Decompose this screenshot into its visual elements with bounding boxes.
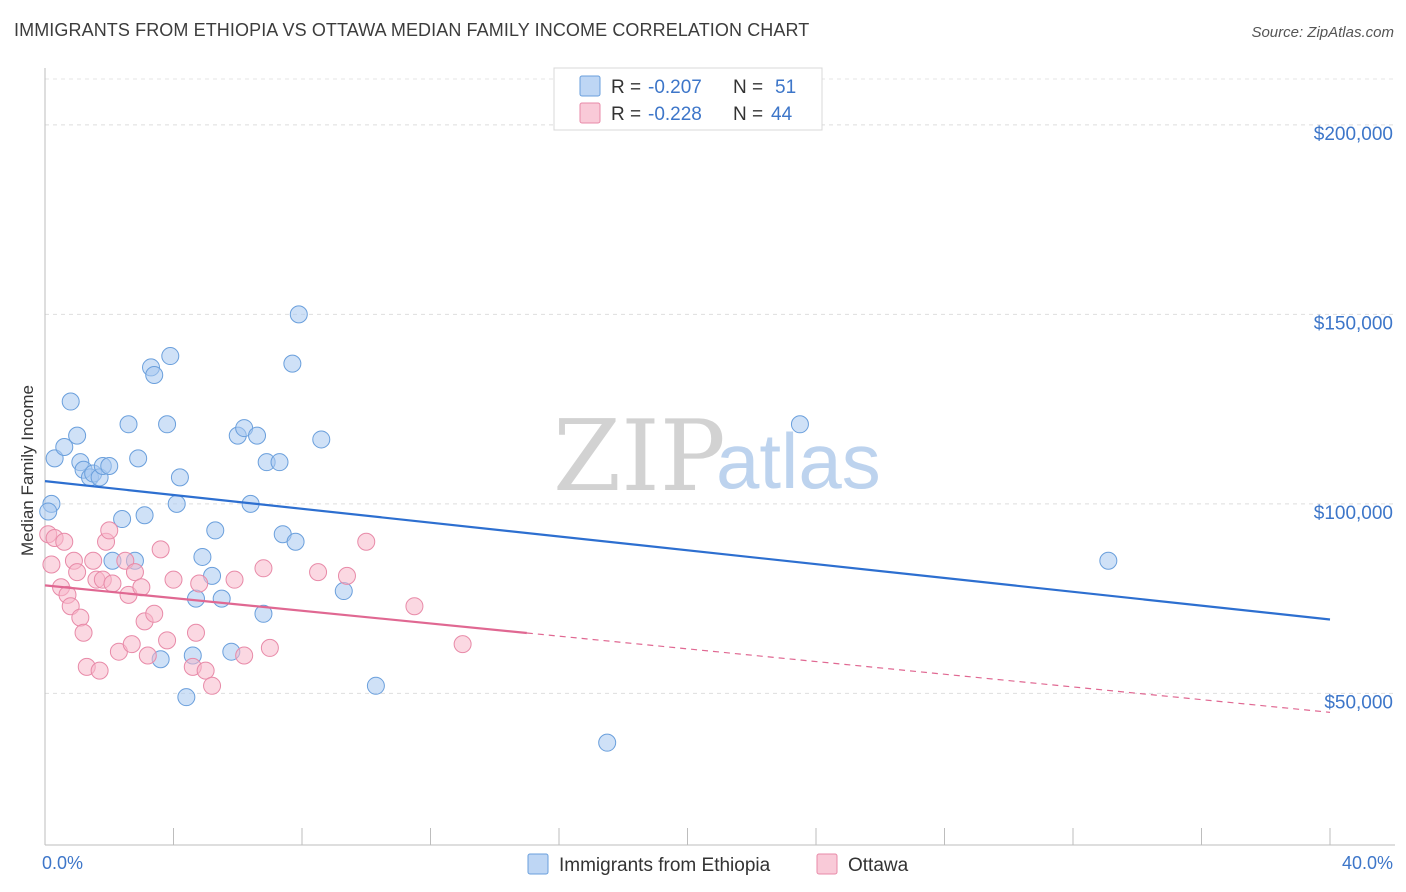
x-tick-labels: 0.0% 40.0% xyxy=(42,853,1393,873)
y-axis-label: Median Family Income xyxy=(18,385,37,556)
y-tick-labels: $50,000 $100,000 $150,000 $200,000 xyxy=(1314,124,1393,714)
point-ottawa-37 xyxy=(235,646,254,665)
legend-box: R = -0.207 N = 51 R = -0.228 N = 44 xyxy=(553,67,823,131)
trend-lines xyxy=(44,480,1331,713)
point-ottawa-33 xyxy=(190,574,209,593)
point-ottawa-30 xyxy=(164,570,183,589)
point-ottawa-4 xyxy=(55,532,74,551)
point-ethiopia-11 xyxy=(100,456,119,475)
point-ethiopia-36 xyxy=(248,426,267,445)
point-ottawa-22 xyxy=(122,635,141,654)
point-ethiopia-28 xyxy=(193,547,212,566)
legend-swatch-ethiopia xyxy=(579,75,601,97)
y-tick-label-2: $150,000 xyxy=(1314,313,1393,334)
trend-line-ethiopia xyxy=(44,480,1331,621)
point-ethiopia-43 xyxy=(289,305,308,324)
point-ottawa-17 xyxy=(100,521,119,540)
bottom-legend-label-ethiopia: Immigrants from Ethiopia xyxy=(559,855,771,876)
point-ethiopia-17 xyxy=(135,506,154,525)
point-ethiopia-30 xyxy=(206,521,225,540)
chart-title: IMMIGRANTS FROM ETHIOPIA VS OTTAWA MEDIA… xyxy=(14,20,810,40)
point-ethiopia-24 xyxy=(170,468,189,487)
axes xyxy=(44,68,1395,846)
source-label: Source: ZipAtlas.com xyxy=(1251,24,1394,41)
point-ottawa-10 xyxy=(74,623,93,642)
legend-r-value-ethiopia: -0.207 xyxy=(648,77,702,98)
point-ottawa-29 xyxy=(158,631,177,650)
y-tick-label-3: $200,000 xyxy=(1314,124,1393,145)
point-ottawa-12 xyxy=(84,551,103,570)
point-ethiopia-41 xyxy=(283,354,302,373)
point-ottawa-38 xyxy=(254,559,273,578)
point-ottawa-23 xyxy=(125,563,144,582)
point-ethiopia-47 xyxy=(598,733,617,752)
data-points xyxy=(39,305,1118,752)
point-ottawa-35 xyxy=(203,676,222,695)
point-ethiopia-19 xyxy=(145,366,164,385)
point-ethiopia-25 xyxy=(177,688,196,707)
trend-line-ottawa xyxy=(44,584,527,635)
point-ottawa-42 xyxy=(357,532,376,551)
point-ethiopia-22 xyxy=(161,347,180,366)
point-ethiopia-50 xyxy=(39,502,58,521)
point-ottawa-36 xyxy=(225,570,244,589)
bottom-legend-swatch-ethiopia xyxy=(527,853,549,875)
point-ottawa-41 xyxy=(337,566,356,585)
x-tick-label-0: 0.0% xyxy=(42,853,83,873)
watermark-zip: ZIP xyxy=(553,400,726,514)
point-ethiopia-14 xyxy=(119,415,138,434)
point-ethiopia-3 xyxy=(61,392,80,411)
point-ottawa-28 xyxy=(151,540,170,559)
point-ethiopia-4 xyxy=(68,426,87,445)
point-ottawa-14 xyxy=(90,661,109,680)
bottom-legend: Immigrants from Ethiopia Ottawa xyxy=(527,853,909,876)
point-ethiopia-45 xyxy=(334,582,353,601)
y-tick-label-0: $50,000 xyxy=(1324,692,1393,713)
legend-n-label-ottawa: N = xyxy=(733,104,763,125)
point-ottawa-32 xyxy=(186,623,205,642)
point-ethiopia-42 xyxy=(286,532,305,551)
point-ethiopia-39 xyxy=(270,453,289,472)
point-ottawa-27 xyxy=(145,604,164,623)
bottom-legend-swatch-ottawa xyxy=(816,853,838,875)
point-ethiopia-44 xyxy=(312,430,331,449)
point-ottawa-1 xyxy=(42,555,61,574)
point-ethiopia-37 xyxy=(254,604,273,623)
point-ottawa-8 xyxy=(68,563,87,582)
point-ethiopia-16 xyxy=(129,449,148,468)
point-ottawa-26 xyxy=(138,646,157,665)
x-tick-label-1: 40.0% xyxy=(1342,853,1393,873)
point-ethiopia-48 xyxy=(790,415,809,434)
legend-n-value-ethiopia: 51 xyxy=(775,77,796,98)
y-tick-label-1: $100,000 xyxy=(1314,503,1393,524)
legend-r-value-ottawa: -0.228 xyxy=(648,104,702,125)
point-ottawa-44 xyxy=(453,635,472,654)
legend-r-label-ottawa: R = xyxy=(611,104,641,125)
point-ethiopia-2 xyxy=(55,438,74,457)
point-ethiopia-13 xyxy=(113,510,132,529)
legend-n-value-ottawa: 44 xyxy=(771,104,793,125)
point-ottawa-18 xyxy=(103,574,122,593)
trend-line-dashed-ottawa xyxy=(526,632,1331,713)
bottom-legend-label-ottawa: Ottawa xyxy=(848,855,909,876)
point-ottawa-34 xyxy=(196,661,215,680)
point-ottawa-40 xyxy=(309,563,328,582)
point-ethiopia-23 xyxy=(167,494,186,513)
watermark: ZIP atlas xyxy=(553,400,881,514)
point-ethiopia-31 xyxy=(212,589,231,608)
legend-swatch-ottawa xyxy=(579,102,601,124)
point-ottawa-39 xyxy=(260,638,279,657)
point-ethiopia-21 xyxy=(158,415,177,434)
point-ottawa-43 xyxy=(405,597,424,616)
legend-n-label-ethiopia: N = xyxy=(733,77,763,98)
gridlines xyxy=(45,78,1395,694)
point-ethiopia-46 xyxy=(366,676,385,695)
legend-r-label-ethiopia: R = xyxy=(611,77,641,98)
point-ethiopia-49 xyxy=(1099,551,1118,570)
point-ottawa-9 xyxy=(71,608,90,627)
